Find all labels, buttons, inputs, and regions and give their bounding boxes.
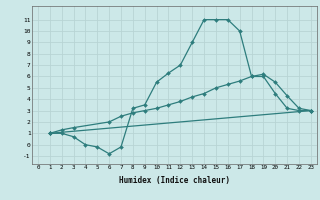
X-axis label: Humidex (Indice chaleur): Humidex (Indice chaleur) <box>119 176 230 185</box>
